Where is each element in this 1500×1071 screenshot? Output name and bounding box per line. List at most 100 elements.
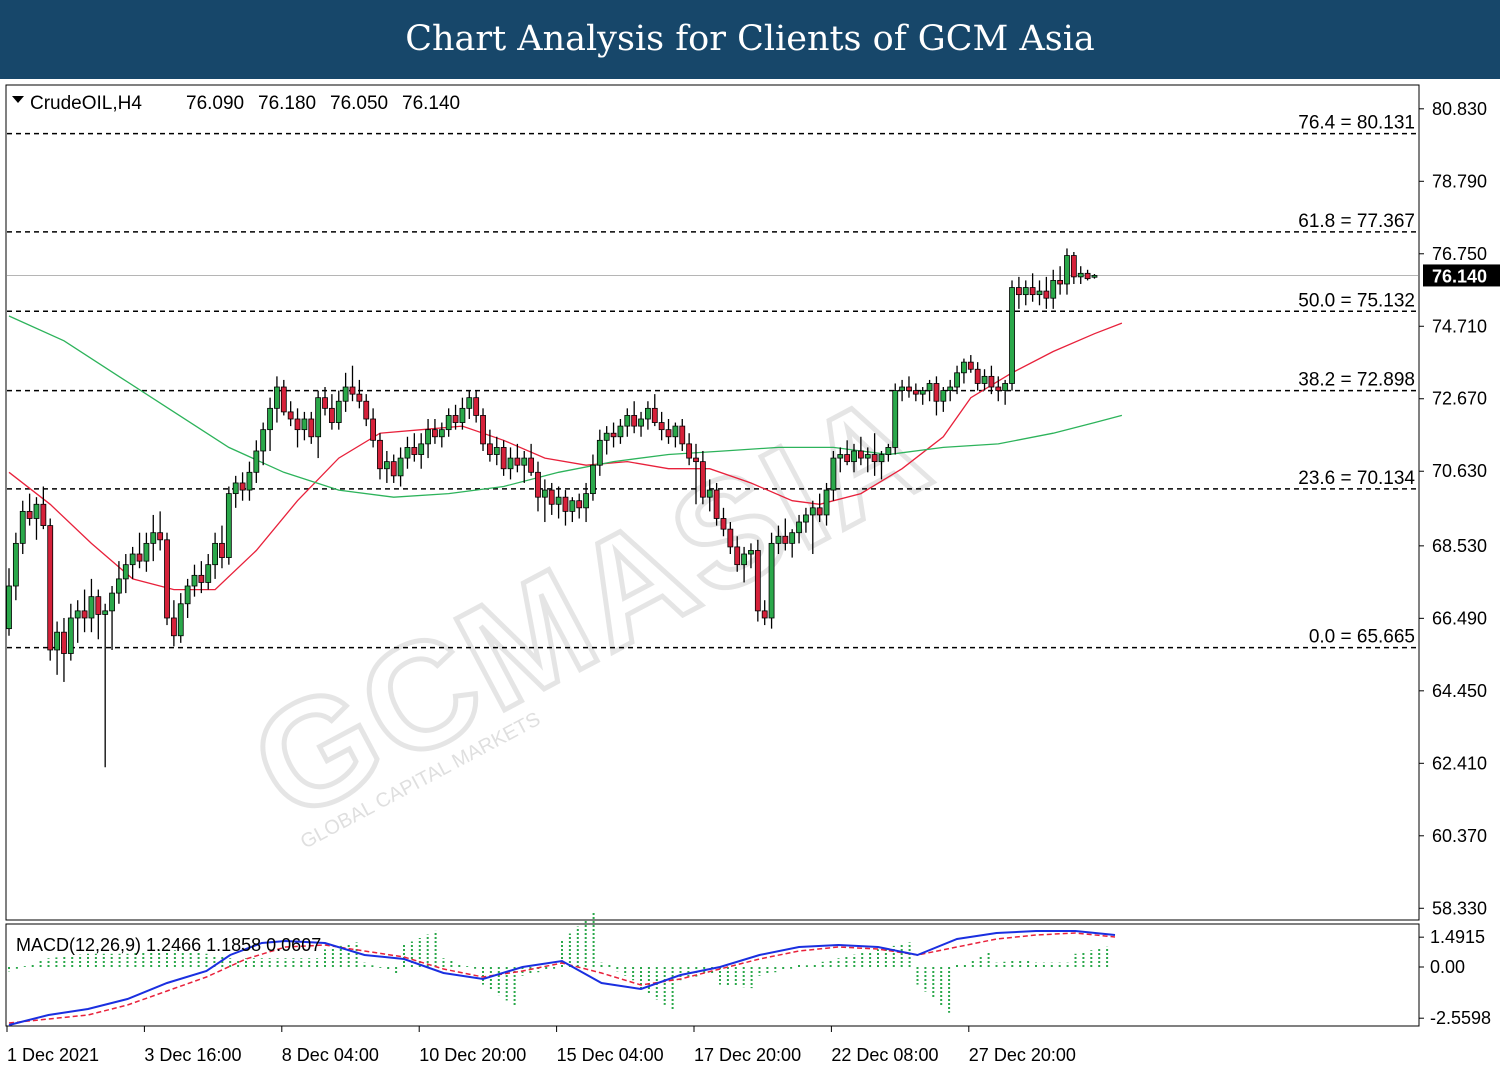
page-title: Chart Analysis for Clients of GCM Asia [405,19,1095,59]
candle-bull [383,461,390,470]
candle-bull [274,386,280,409]
candle-bull [789,532,796,544]
candle-bull [1009,287,1015,384]
candle-bear [473,397,480,416]
candle-bear [995,386,1002,391]
candle-bear [219,542,225,558]
candle-bull [33,503,40,519]
candle-bear [47,525,54,651]
candle-bull [864,454,871,459]
candle-bull [1064,255,1070,285]
candle-bull [177,603,184,637]
current-price-label: 76.140 [1432,266,1487,286]
candle-bear [432,429,438,438]
candle-bear [500,447,507,470]
candle-bear [411,447,418,455]
candle-bull [796,521,802,534]
dropdown-triangle-icon[interactable] [12,96,24,103]
symbol-high: 76.180 [258,93,316,114]
candle-bull [596,439,603,466]
macd-label: MACD(12,26,9) 1.2466 1.1858 0.0607 [16,935,321,955]
candle-bull [1022,287,1029,296]
candle-bull [954,372,960,388]
candle-bull [301,418,308,431]
candle-bear [713,489,720,519]
candle-bull [583,493,589,509]
price-tick-label: 64.450 [1432,681,1487,701]
candle-bull [803,514,809,523]
time-tick-label: 10 Dec 20:00 [419,1045,526,1065]
price-tick-label: 70.630 [1432,461,1487,481]
candle-bull [425,429,431,445]
candle-bull [267,407,273,431]
candle-bear [651,407,658,423]
candle-bear [665,429,672,438]
macd-line [8,930,1116,1026]
symbol-name: CrudeOIL,H4 [30,93,142,114]
candle-bull [88,596,95,619]
current-price-box [1423,264,1500,287]
candle-bear [761,610,768,619]
fib-label-0.0: 0.0 = 65.665 [1309,627,1415,648]
candle-bear [280,386,287,413]
price-tick-label: 76.750 [1432,244,1487,264]
candle-bull [837,454,844,459]
candle-bear [1015,287,1022,296]
fib-label-50.0: 50.0 = 75.132 [1298,290,1415,311]
candle-bear [308,418,315,438]
candle-bull [569,500,576,512]
candle-bear [136,553,143,562]
candle-bull [603,432,610,441]
price-tick-label: 62.410 [1432,753,1487,773]
candle-bear [727,528,734,548]
candle-bull [947,386,954,391]
candle-bear [734,546,741,566]
macd-tick-label: 0.00 [1430,957,1465,977]
candle-bear [328,407,335,423]
candle-bull [830,457,837,491]
candle-bear [322,397,328,409]
candle-bull [624,415,631,427]
candle-bear [1084,272,1091,280]
candle-bull [67,617,74,654]
candle-bull [823,489,830,516]
candle-bear [974,368,981,384]
macd-signal-line [8,932,1116,1024]
price-tick-label: 78.790 [1432,171,1487,191]
candle-bear [370,418,377,441]
candle-bull [74,610,81,619]
candle-bull [232,482,239,495]
macd-tick-label: -2.5598 [1430,1008,1491,1028]
candle-bull [892,390,899,448]
candle-bull [1050,280,1057,299]
candle-bull [466,397,473,409]
candle-bull [741,553,747,566]
candle-bear [1070,255,1077,278]
candle-bear [816,507,823,516]
candle-bear [170,617,177,637]
candle-bear [40,503,47,526]
candle-bear [198,574,205,583]
candle-bull [878,454,885,463]
candle-bull [768,542,775,619]
candle-bear [967,361,974,370]
candle-bull [260,429,267,452]
candle-bull [541,489,548,498]
candle-bull [225,493,232,558]
candle-bear [95,596,102,615]
fib-label-23.6: 23.6 = 70.134 [1298,468,1415,489]
symbol-close: 76.140 [402,93,460,114]
candle-bear [239,482,246,491]
candle-bear [528,457,535,473]
candle-bear [720,518,727,530]
candle-bull [1091,275,1098,278]
candle-bear [377,439,383,470]
candle-bear [535,471,541,498]
candle-bear [699,461,706,498]
candle-bull [143,542,150,562]
candle-bull [129,553,136,566]
candle-bull [54,631,60,651]
candle-bull [445,415,452,431]
candle-bear [1043,290,1050,299]
candle-bull [253,450,260,473]
